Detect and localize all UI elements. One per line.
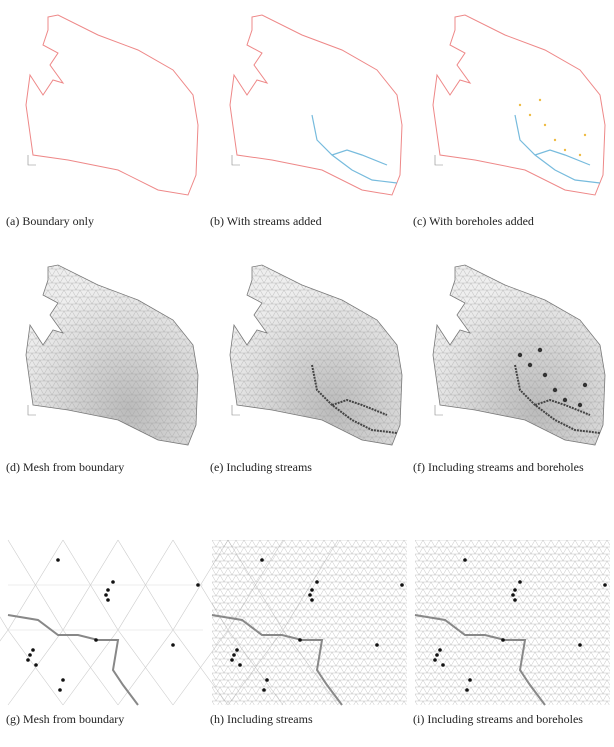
node bbox=[438, 648, 442, 652]
borehole bbox=[564, 149, 566, 151]
node bbox=[196, 583, 200, 587]
refined-borehole bbox=[583, 383, 587, 387]
node bbox=[232, 653, 236, 657]
refined-borehole bbox=[538, 348, 542, 352]
node bbox=[111, 580, 115, 584]
borehole bbox=[529, 114, 531, 116]
axes-icon bbox=[28, 405, 36, 415]
axes-icon bbox=[435, 405, 443, 415]
node bbox=[94, 638, 98, 642]
node bbox=[441, 663, 445, 667]
node bbox=[501, 638, 505, 642]
borehole bbox=[584, 134, 586, 136]
boundary bbox=[230, 15, 402, 195]
node bbox=[31, 648, 35, 652]
node bbox=[375, 643, 379, 647]
node bbox=[238, 663, 242, 667]
node bbox=[513, 588, 517, 592]
node bbox=[262, 688, 266, 692]
node bbox=[260, 558, 264, 562]
node bbox=[603, 583, 607, 587]
zoom-frame bbox=[212, 540, 407, 705]
borehole bbox=[544, 124, 546, 126]
panel bbox=[26, 15, 198, 195]
node bbox=[433, 658, 437, 662]
node bbox=[578, 643, 582, 647]
stream bbox=[312, 115, 397, 183]
node bbox=[308, 593, 312, 597]
axes-icon bbox=[232, 155, 240, 165]
node bbox=[468, 678, 472, 682]
node bbox=[310, 598, 314, 602]
node bbox=[465, 688, 469, 692]
node bbox=[518, 580, 522, 584]
panel bbox=[415, 540, 610, 705]
axes-icon bbox=[28, 155, 36, 165]
panel bbox=[433, 15, 605, 195]
node bbox=[106, 598, 110, 602]
panel bbox=[230, 265, 402, 445]
node bbox=[310, 588, 314, 592]
node bbox=[28, 653, 32, 657]
node bbox=[230, 658, 234, 662]
mesh-lines bbox=[230, 265, 402, 445]
boundary bbox=[26, 15, 198, 195]
refined-borehole bbox=[528, 363, 532, 367]
node bbox=[26, 658, 30, 662]
zoom-frame bbox=[415, 540, 610, 705]
mesh-lines bbox=[26, 265, 198, 445]
borehole bbox=[554, 139, 556, 141]
node bbox=[400, 583, 404, 587]
refined-borehole bbox=[578, 403, 582, 407]
node bbox=[58, 688, 62, 692]
node bbox=[61, 678, 65, 682]
node bbox=[315, 580, 319, 584]
zoom-frame bbox=[8, 540, 203, 705]
node bbox=[513, 598, 517, 602]
refined-borehole bbox=[543, 373, 547, 377]
borehole bbox=[579, 154, 581, 156]
caption: (c) With boreholes added bbox=[413, 214, 613, 228]
caption: (i) Including streams and boreholes bbox=[413, 712, 613, 726]
caption: (b) With streams added bbox=[210, 214, 410, 228]
refined-borehole bbox=[518, 353, 522, 357]
panel bbox=[212, 540, 407, 705]
caption: (h) Including streams bbox=[210, 712, 410, 726]
panel bbox=[230, 15, 402, 195]
figure-art bbox=[0, 0, 614, 747]
axes-icon bbox=[435, 155, 443, 165]
panel bbox=[433, 265, 605, 445]
borehole bbox=[539, 99, 541, 101]
axes-icon bbox=[232, 405, 240, 415]
panel bbox=[26, 265, 198, 445]
node bbox=[463, 558, 467, 562]
caption: (d) Mesh from boundary bbox=[6, 460, 206, 474]
node bbox=[511, 593, 515, 597]
node bbox=[106, 588, 110, 592]
node bbox=[265, 678, 269, 682]
node bbox=[171, 643, 175, 647]
refined-borehole bbox=[553, 388, 557, 392]
node bbox=[56, 558, 60, 562]
refined-borehole bbox=[563, 398, 567, 402]
caption: (f) Including streams and boreholes bbox=[413, 460, 613, 474]
caption: (e) Including streams bbox=[210, 460, 410, 474]
caption: (g) Mesh from boundary bbox=[6, 712, 206, 726]
borehole bbox=[519, 104, 521, 106]
figure: (a) Boundary only(b) With streams added(… bbox=[0, 0, 614, 747]
node bbox=[235, 648, 239, 652]
node bbox=[104, 593, 108, 597]
node bbox=[435, 653, 439, 657]
node bbox=[34, 663, 38, 667]
caption: (a) Boundary only bbox=[6, 214, 206, 228]
stream bbox=[515, 115, 600, 183]
node bbox=[298, 638, 302, 642]
